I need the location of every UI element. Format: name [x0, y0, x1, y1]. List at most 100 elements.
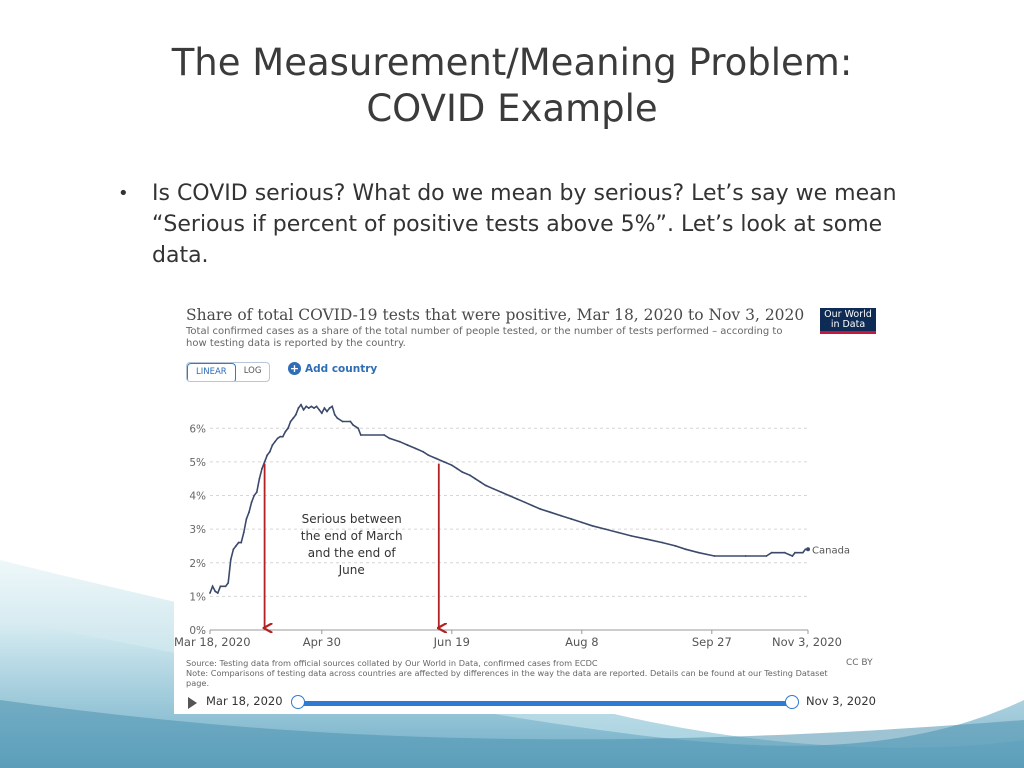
- data-point: [214, 590, 217, 593]
- x-tick-label: Nov 3, 2020: [772, 635, 842, 649]
- data-point: [263, 460, 266, 463]
- data-point: [744, 555, 747, 557]
- data-point: [271, 444, 274, 446]
- data-point: [274, 440, 276, 443]
- annotation-text: and the end of: [308, 546, 397, 560]
- data-point: [765, 555, 768, 557]
- data-point: [617, 531, 620, 534]
- y-tick-label: 4%: [189, 491, 206, 503]
- our-world-in-data-logo[interactable]: Our World in Data: [820, 308, 876, 334]
- data-point: [791, 555, 794, 557]
- data-point: [245, 518, 248, 520]
- data-point: [287, 427, 289, 430]
- data-point: [450, 464, 453, 467]
- add-country-button[interactable]: + Add country: [288, 362, 377, 375]
- data-point: [456, 467, 458, 470]
- data-point: [242, 531, 245, 534]
- chart-subtitle: Total confirmed cases as a share of the …: [186, 326, 783, 349]
- timeline-slider: Mar 18, 2020 Nov 3, 2020: [174, 692, 880, 714]
- plus-icon: +: [288, 362, 301, 375]
- y-tick-label: 5%: [189, 457, 206, 469]
- license-link[interactable]: CC BY: [846, 658, 873, 668]
- data-point: [630, 534, 633, 537]
- log-scale-button[interactable]: LOG: [243, 366, 262, 376]
- data-point: [794, 551, 796, 554]
- data-point: [310, 405, 313, 408]
- linear-scale-button[interactable]: LINEAR: [187, 363, 236, 381]
- data-point: [443, 460, 445, 463]
- gridlines: [210, 427, 808, 631]
- data-point: [515, 497, 518, 500]
- data-point: [406, 444, 409, 446]
- chart-title: Share of total COVID-19 tests that were …: [186, 306, 805, 324]
- data-point: [320, 412, 323, 415]
- timeline-start-handle[interactable]: [291, 695, 305, 709]
- series-label-canada: Canada: [812, 545, 850, 556]
- data-point: [661, 541, 664, 544]
- data-point: [531, 504, 534, 507]
- data-point: [336, 417, 339, 420]
- data-point: [570, 518, 573, 520]
- x-tick-label: Apr 30: [303, 635, 341, 649]
- data-point: [398, 440, 401, 443]
- data-point: [783, 551, 786, 554]
- data-point: [224, 585, 227, 588]
- data-point: [474, 477, 477, 480]
- data-point: [383, 434, 386, 436]
- data-point: [307, 407, 310, 409]
- data-point: [227, 582, 230, 584]
- data-point: [294, 413, 297, 416]
- slide-title-line-2: COVID Example: [366, 87, 658, 130]
- data-point: [645, 538, 648, 541]
- y-tick-label: 0%: [189, 625, 206, 637]
- data-point: [461, 471, 464, 473]
- data-point: [279, 435, 282, 438]
- series-layer: Canada: [209, 403, 850, 595]
- data-point: [219, 585, 222, 588]
- data-point: [248, 511, 250, 514]
- bullet-dot-icon: •: [118, 183, 129, 204]
- data-point: [713, 555, 716, 557]
- timeline-end-handle[interactable]: [785, 695, 799, 709]
- slide-title-line-1: The Measurement/Meaning Problem:: [171, 41, 853, 84]
- data-point: [508, 494, 510, 497]
- data-point: [341, 420, 344, 423]
- data-point: [281, 435, 284, 438]
- data-point: [305, 405, 308, 408]
- data-point: [427, 454, 430, 457]
- data-point: [604, 528, 607, 531]
- timeline-track[interactable]: [298, 701, 792, 706]
- data-point: [261, 467, 263, 470]
- data-point: [422, 450, 425, 453]
- data-point: [674, 545, 677, 547]
- y-tick-label: 6%: [189, 423, 206, 435]
- annotation-text: June: [338, 563, 365, 577]
- note-text: Note: Comparisons of testing data across…: [186, 668, 828, 688]
- data-point: [300, 403, 302, 406]
- data-point: [484, 484, 487, 487]
- logo-line-2: in Data: [830, 319, 866, 330]
- data-point: [326, 410, 328, 413]
- data-point: [539, 508, 542, 510]
- data-point: [266, 454, 269, 457]
- data-point: [359, 434, 362, 436]
- data-point: [315, 405, 318, 408]
- data-point: [388, 437, 391, 440]
- data-point: [560, 514, 562, 517]
- data-point: [255, 491, 258, 494]
- source-text: Source: Testing data from official sourc…: [186, 658, 598, 668]
- chart-panel: Share of total COVID-19 tests that were …: [174, 298, 880, 714]
- data-point: [209, 592, 211, 594]
- y-tick-label: 1%: [189, 591, 206, 603]
- timeline-end-date: Nov 3, 2020: [806, 694, 876, 708]
- data-point: [580, 521, 583, 524]
- play-icon[interactable]: [188, 697, 197, 709]
- x-tick-label: Jun 19: [433, 635, 470, 649]
- y-axis-ticks: 0% 1% 2% 3% 4% 5% 6%: [189, 423, 206, 637]
- data-point: [297, 407, 300, 409]
- timeline-start-date: Mar 18, 2020: [206, 694, 283, 708]
- line-chart: 0% 1% 2% 3% 4% 5% 6% Mar 18, 2020 Apr 30 Jun 19 A…: [174, 403, 850, 649]
- data-point: [801, 551, 804, 554]
- data-point: [216, 592, 219, 594]
